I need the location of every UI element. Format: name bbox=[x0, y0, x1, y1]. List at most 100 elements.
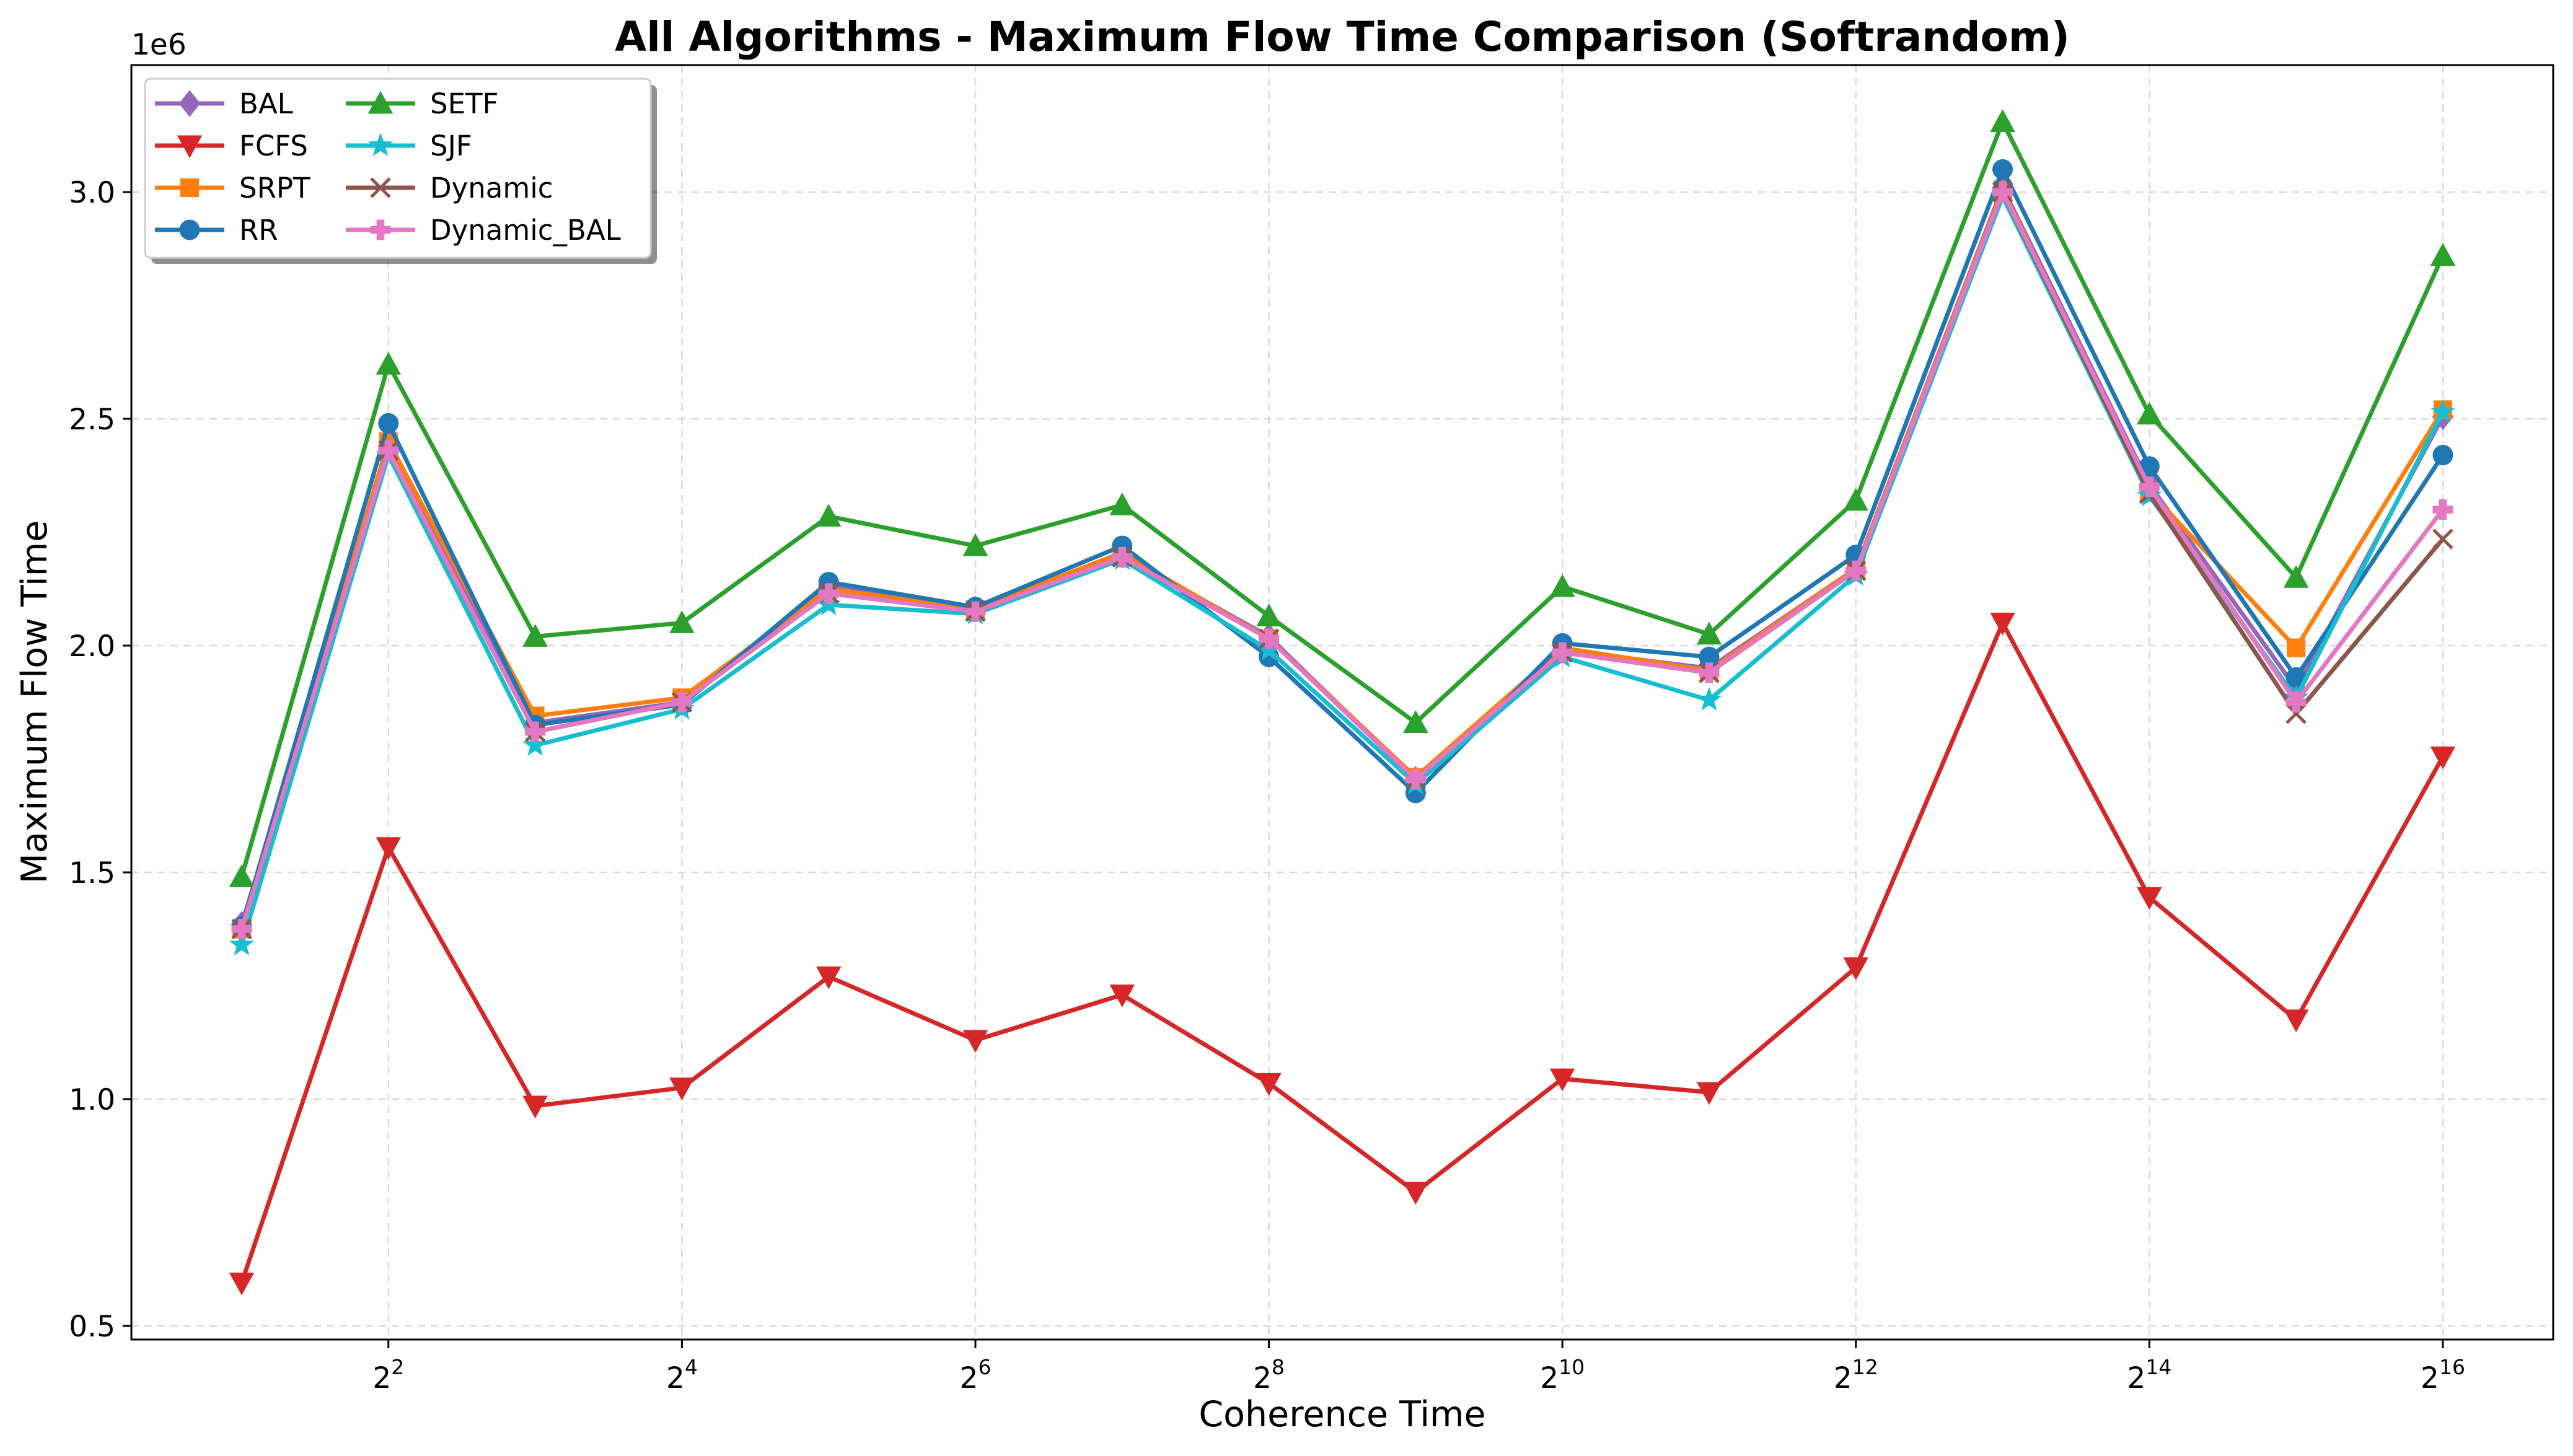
data-point-fcfs bbox=[229, 1272, 255, 1296]
series-layer bbox=[229, 109, 2456, 1296]
legend-item-fcfs: FCFS bbox=[155, 129, 308, 162]
x-tick-exponent: 2 bbox=[391, 1355, 404, 1379]
x-axis-ticks: 22 24 26 28 210 212 214 216 bbox=[372, 1340, 2465, 1395]
data-point-setf bbox=[522, 624, 548, 647]
x-tick-base: 2 bbox=[1253, 1361, 1272, 1395]
data-point-rr bbox=[378, 413, 399, 434]
data-point-setf bbox=[1990, 109, 2015, 133]
series-line-fcfs bbox=[239, 620, 2445, 1284]
data-point-dynamic-bal bbox=[1405, 769, 1426, 790]
data-point-setf bbox=[962, 533, 988, 556]
x-tick-label: 216 bbox=[2421, 1355, 2465, 1395]
y-tick-label: 2.0 bbox=[69, 629, 115, 664]
legend-item-bal: BAL bbox=[155, 87, 293, 120]
data-point-dynamic-bal bbox=[378, 440, 399, 461]
data-point-fcfs bbox=[1403, 1182, 1428, 1205]
data-point-fcfs bbox=[1696, 1082, 1722, 1105]
data-point-sjf bbox=[1697, 686, 1722, 711]
data-point-fcfs bbox=[376, 837, 402, 860]
data-point-dynamic-bal bbox=[2432, 499, 2453, 520]
legend-box bbox=[144, 77, 652, 259]
legend-label: Dynamic_BAL bbox=[430, 214, 621, 247]
x-tick-label: 210 bbox=[1540, 1355, 1585, 1395]
data-point-fcfs bbox=[2137, 887, 2162, 910]
data-point-dynamic-bal bbox=[231, 919, 252, 940]
data-point-fcfs bbox=[2430, 746, 2456, 770]
data-point-dynamic-bal bbox=[2285, 692, 2307, 713]
x-tick-exponent: 16 bbox=[2439, 1355, 2465, 1379]
x-tick-exponent: 12 bbox=[1852, 1355, 1878, 1379]
legend-item-dynamic: Dynamic bbox=[346, 172, 553, 204]
legend-marker-sjf bbox=[368, 133, 393, 156]
x-tick-base: 2 bbox=[2421, 1361, 2439, 1395]
plot-frame bbox=[130, 64, 2554, 1341]
data-point-dynamic-bal bbox=[1112, 546, 1133, 568]
data-point-rr bbox=[2432, 445, 2453, 466]
legend-label: Dynamic bbox=[430, 172, 553, 204]
y-axis-label: Maximum Flow Time bbox=[14, 520, 55, 884]
x-axis-label: Coherence Time bbox=[1199, 1394, 1485, 1435]
legend-item-rr: RR bbox=[155, 214, 278, 247]
legend-item-setf: SETF bbox=[346, 87, 498, 120]
x-tick-exponent: 10 bbox=[1559, 1355, 1585, 1379]
legend-label: BAL bbox=[239, 87, 293, 120]
legend-item-sjf: SJF bbox=[346, 129, 472, 162]
x-tick-label: 26 bbox=[960, 1355, 992, 1395]
x-tick-label: 24 bbox=[666, 1355, 698, 1395]
data-point-dynamic bbox=[2432, 528, 2453, 550]
data-point-dynamic-bal bbox=[671, 692, 692, 713]
data-point-setf bbox=[1256, 603, 1282, 626]
legend-label: SETF bbox=[430, 87, 498, 120]
data-point-fcfs bbox=[1990, 612, 2015, 636]
data-point-dynamic-bal bbox=[525, 721, 546, 742]
x-tick-base: 2 bbox=[372, 1361, 391, 1395]
data-point-setf bbox=[1403, 710, 1428, 733]
x-tick-label: 214 bbox=[2127, 1355, 2171, 1395]
data-point-dynamic-bal bbox=[1992, 182, 2013, 203]
series-setf bbox=[229, 109, 2456, 887]
legend-marker-setf bbox=[367, 90, 394, 114]
data-point-setf bbox=[2283, 564, 2309, 588]
data-point-setf bbox=[1843, 488, 1869, 511]
y-axis-offset-label: 1e6 bbox=[131, 28, 187, 62]
y-tick-label: 1.5 bbox=[69, 856, 115, 890]
data-point-setf bbox=[816, 504, 842, 527]
x-tick-label: 212 bbox=[1834, 1355, 1878, 1395]
data-point-setf bbox=[1549, 574, 1575, 597]
data-point-setf bbox=[1696, 621, 1722, 645]
data-point-dynamic-bal bbox=[1552, 642, 1573, 663]
x-tick-base: 2 bbox=[960, 1361, 979, 1395]
data-point-dynamic bbox=[2285, 703, 2307, 724]
data-point-setf bbox=[669, 610, 695, 633]
grid-lines bbox=[131, 65, 2553, 1340]
legend-label: SRPT bbox=[239, 172, 310, 204]
data-point-dynamic-bal bbox=[2139, 476, 2160, 498]
x-tick-base: 2 bbox=[2127, 1361, 2145, 1395]
data-point-setf bbox=[1109, 492, 1135, 515]
y-tick-label: 2.5 bbox=[69, 403, 115, 437]
data-point-rr bbox=[2285, 667, 2307, 688]
data-point-setf bbox=[229, 864, 255, 887]
x-tick-exponent: 8 bbox=[1272, 1355, 1285, 1379]
data-point-dynamic-bal bbox=[965, 601, 986, 622]
data-point-fcfs bbox=[1549, 1068, 1575, 1092]
data-point-sjf bbox=[229, 932, 254, 956]
legend-label: SJF bbox=[430, 129, 472, 162]
x-tick-exponent: 14 bbox=[2145, 1355, 2171, 1379]
legend-marker-dynamic-bal bbox=[370, 219, 391, 240]
y-tick-label: 3.0 bbox=[69, 176, 115, 210]
data-point-setf bbox=[2430, 243, 2456, 266]
x-tick-base: 2 bbox=[1540, 1361, 1559, 1395]
series-fcfs bbox=[229, 612, 2456, 1296]
data-point-srpt bbox=[2287, 638, 2306, 657]
data-point-setf bbox=[376, 351, 402, 375]
data-point-fcfs bbox=[522, 1095, 548, 1119]
legend-marker-fcfs bbox=[177, 135, 203, 159]
data-point-fcfs bbox=[1843, 957, 1869, 980]
data-point-fcfs bbox=[2283, 1009, 2309, 1033]
data-point-dynamic-bal bbox=[1259, 628, 1280, 649]
data-point-setf bbox=[2137, 401, 2162, 425]
legend-label: RR bbox=[239, 214, 278, 247]
series-dynamic-bal bbox=[231, 182, 2453, 940]
